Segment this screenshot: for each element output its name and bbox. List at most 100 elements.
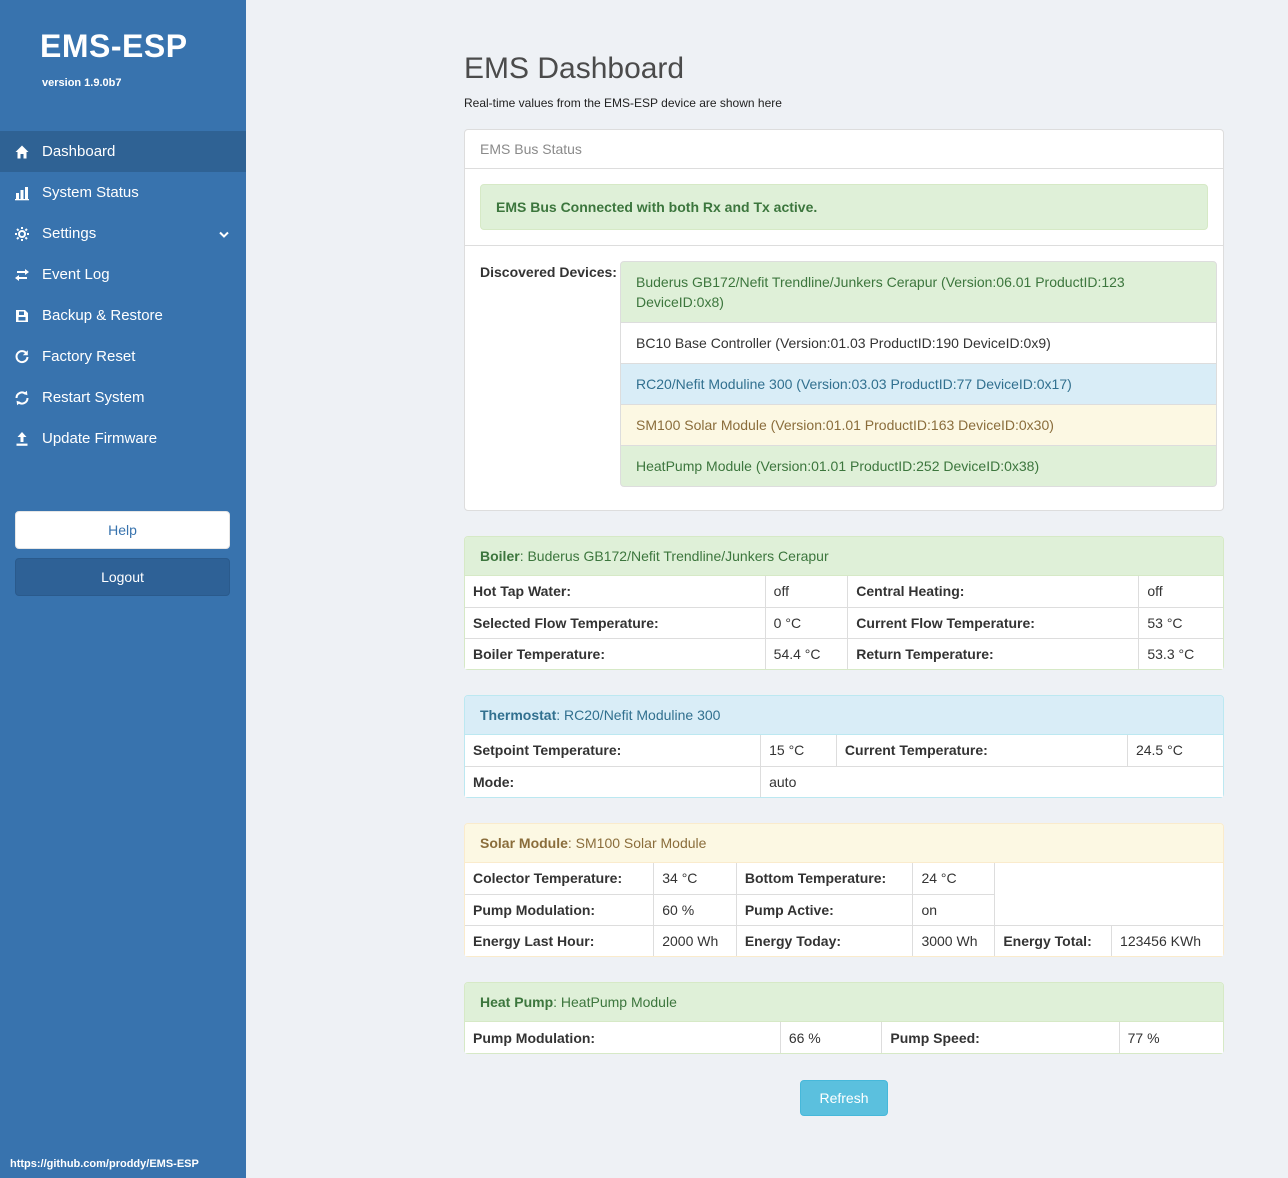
app-title: EMS-ESP: [40, 28, 188, 64]
field-value: 24.5 °C: [1126, 735, 1223, 767]
sidebar-item-event-log[interactable]: Event Log: [0, 254, 246, 295]
discovered-devices-section: Discovered Devices: Buderus GB172/Nefit …: [465, 245, 1223, 510]
field-value: off: [764, 576, 849, 608]
field-label: Bottom Temperature:: [735, 863, 914, 895]
device-item-solar: SM100 Solar Module (Version:01.01 Produc…: [620, 404, 1217, 446]
thermostat-panel: Thermostat: RC20/Nefit Moduline 300 Setp…: [464, 695, 1224, 798]
app-version: version 1.9.0b7: [42, 77, 122, 89]
field-label: Boiler Temperature:: [465, 637, 766, 669]
field-value: 53 °C: [1138, 606, 1223, 639]
help-button[interactable]: Help: [15, 511, 230, 549]
field-value: 66 %: [779, 1022, 883, 1053]
table-row: Colector Temperature: 34 °C Bottom Tempe…: [465, 863, 1223, 925]
field-label: Hot Tap Water:: [465, 576, 766, 608]
github-link[interactable]: https://github.com/proddy/EMS-ESP: [10, 1158, 199, 1170]
page-subtitle: Real-time values from the EMS-ESP device…: [464, 96, 782, 110]
table-row: Pump Modulation: 66 % Pump Speed: 77 %: [465, 1022, 1223, 1053]
boiler-heading-bold: Boiler: [480, 548, 520, 564]
logout-button[interactable]: Logout: [15, 558, 230, 596]
sidebar-item-dashboard[interactable]: Dashboard: [0, 131, 246, 172]
field-label: Colector Temperature:: [465, 863, 655, 895]
table-row: Pump Modulation: 60 % Pump Active: on: [465, 893, 1223, 926]
field-value: on: [912, 893, 995, 926]
ems-bus-status-panel: EMS Bus Status EMS Bus Connected with bo…: [464, 129, 1224, 511]
empty-cell: [994, 863, 1223, 925]
field-label: Energy Total:: [994, 924, 1113, 956]
sidebar-item-settings[interactable]: Settings: [0, 213, 246, 254]
field-label: Current Temperature:: [835, 735, 1128, 767]
sidebar-item-label: Settings: [42, 225, 97, 242]
boiler-panel: Boiler: Buderus GB172/Nefit Trendline/Ju…: [464, 536, 1224, 670]
refresh-wrap: Refresh: [464, 1080, 1224, 1116]
field-value: 15 °C: [760, 735, 837, 767]
thermostat-heading-rest: : RC20/Nefit Moduline 300: [556, 707, 721, 723]
field-value: 54.4 °C: [764, 637, 849, 669]
sidebar-menu: Dashboard System Status Settings Event L…: [0, 131, 246, 459]
page-title: EMS Dashboard: [464, 52, 685, 85]
device-item-thermostat: RC20/Nefit Moduline 300 (Version:03.03 P…: [620, 363, 1217, 405]
field-label: Pump Speed:: [881, 1022, 1120, 1053]
device-item-controller: BC10 Base Controller (Version:01.03 Prod…: [620, 322, 1217, 364]
heat-pump-heading-rest: : HeatPump Module: [553, 994, 677, 1010]
sidebar-item-backup-restore[interactable]: Backup & Restore: [0, 295, 246, 336]
solar-table: Colector Temperature: 34 °C Bottom Tempe…: [465, 863, 1223, 956]
boiler-heading: Boiler: Buderus GB172/Nefit Trendline/Ju…: [465, 537, 1223, 576]
device-item-boiler: Buderus GB172/Nefit Trendline/Junkers Ce…: [620, 261, 1217, 323]
field-value: off: [1138, 576, 1223, 608]
ems-bus-status-heading: EMS Bus Status: [465, 130, 1223, 169]
field-value: 0 °C: [764, 606, 849, 639]
sidebar-item-label: Factory Reset: [42, 348, 136, 365]
field-label: Current Flow Temperature:: [847, 606, 1140, 639]
field-value: 24 °C: [912, 863, 996, 895]
gear-icon: [14, 226, 30, 242]
heat-pump-panel: Heat Pump: HeatPump Module Pump Modulati…: [464, 982, 1224, 1054]
field-value: 60 %: [653, 893, 737, 926]
field-value: auto: [760, 765, 1223, 797]
field-label: Energy Last Hour:: [465, 924, 655, 956]
sidebar-item-label: Restart System: [42, 389, 145, 406]
sidebar-item-factory-reset[interactable]: Factory Reset: [0, 336, 246, 377]
heat-pump-heading: Heat Pump: HeatPump Module: [465, 983, 1223, 1022]
sidebar-item-label: Update Firmware: [42, 430, 158, 447]
factory-reset-icon: [14, 349, 30, 365]
thermostat-heading-bold: Thermostat: [480, 707, 557, 723]
field-value: 53.3 °C: [1138, 637, 1223, 669]
restart-icon: [14, 390, 30, 406]
main-content: EMS Dashboard Real-time values from the …: [464, 0, 1224, 1176]
field-label: Setpoint Temperature:: [465, 735, 762, 767]
sidebar-item-label: Event Log: [42, 266, 110, 283]
field-value: 123456 KWh: [1111, 924, 1223, 956]
field-label: Pump Active:: [735, 893, 914, 926]
table-row: Mode: auto: [465, 765, 1223, 797]
field-label: Pump Modulation:: [465, 893, 655, 926]
field-label: Central Heating:: [847, 576, 1140, 608]
table-row: Selected Flow Temperature: 0 °C Current …: [465, 606, 1223, 639]
device-list: Buderus GB172/Nefit Trendline/Junkers Ce…: [620, 261, 1217, 487]
table-row: Energy Last Hour: 2000 Wh Energy Today: …: [465, 924, 1223, 956]
refresh-button[interactable]: Refresh: [800, 1080, 888, 1116]
table-row: Boiler Temperature: 54.4 °C Return Tempe…: [465, 637, 1223, 669]
field-label: Energy Today:: [735, 924, 914, 956]
sidebar-buttons: Help Logout: [15, 511, 230, 596]
save-icon: [14, 308, 30, 324]
home-icon: [14, 144, 30, 160]
sidebar-item-update-firmware[interactable]: Update Firmware: [0, 418, 246, 459]
upload-icon: [14, 431, 30, 447]
discovered-devices-label: Discovered Devices:: [480, 264, 617, 280]
field-value: 3000 Wh: [912, 924, 996, 956]
sidebar-item-system-status[interactable]: System Status: [0, 172, 246, 213]
field-label: Mode:: [465, 765, 762, 797]
sidebar: EMS-ESP version 1.9.0b7 Dashboard System…: [0, 0, 246, 1178]
solar-module-panel: Solar Module: SM100 Solar Module Colecto…: [464, 823, 1224, 957]
field-label: Pump Modulation:: [465, 1022, 781, 1053]
solar-heading-bold: Solar Module: [480, 835, 568, 851]
heat-pump-heading-bold: Heat Pump: [480, 994, 554, 1010]
boiler-table: Hot Tap Water: off Central Heating: off …: [465, 576, 1223, 669]
heat-pump-table: Pump Modulation: 66 % Pump Speed: 77 %: [465, 1022, 1223, 1053]
field-value: 2000 Wh: [653, 924, 737, 956]
sidebar-item-restart-system[interactable]: Restart System: [0, 377, 246, 418]
bus-connected-alert: EMS Bus Connected with both Rx and Tx ac…: [480, 184, 1208, 230]
sidebar-item-label: Dashboard: [42, 143, 116, 160]
solar-heading-rest: : SM100 Solar Module: [567, 835, 707, 851]
solar-heading: Solar Module: SM100 Solar Module: [465, 824, 1223, 863]
